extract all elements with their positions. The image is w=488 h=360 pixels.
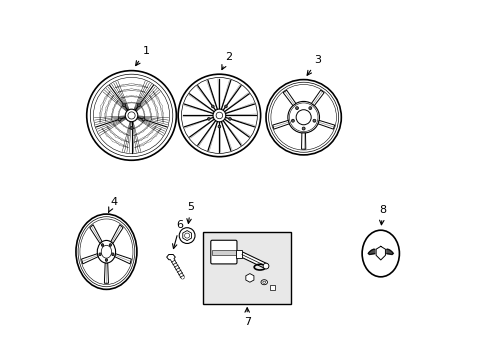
Circle shape	[178, 74, 260, 157]
Polygon shape	[166, 255, 175, 260]
Circle shape	[142, 118, 144, 121]
Circle shape	[128, 112, 135, 119]
Ellipse shape	[101, 245, 111, 258]
Polygon shape	[272, 120, 289, 129]
Ellipse shape	[109, 244, 111, 246]
Circle shape	[211, 105, 214, 108]
Polygon shape	[317, 120, 334, 129]
Text: 1: 1	[135, 46, 149, 66]
Polygon shape	[245, 274, 253, 282]
Circle shape	[137, 104, 140, 107]
Ellipse shape	[105, 258, 107, 261]
Circle shape	[125, 109, 138, 122]
Polygon shape	[375, 246, 385, 260]
Text: 8: 8	[378, 205, 386, 225]
Circle shape	[216, 112, 222, 119]
Ellipse shape	[99, 253, 101, 256]
Circle shape	[291, 119, 294, 122]
FancyBboxPatch shape	[210, 240, 237, 264]
Ellipse shape	[111, 253, 114, 256]
Ellipse shape	[261, 280, 267, 285]
Polygon shape	[81, 254, 98, 264]
Ellipse shape	[362, 230, 399, 277]
Polygon shape	[367, 249, 380, 255]
Circle shape	[287, 102, 319, 133]
Bar	[212, 250, 235, 255]
Circle shape	[312, 119, 315, 122]
Bar	[235, 250, 242, 258]
Polygon shape	[110, 225, 123, 244]
Circle shape	[218, 125, 220, 128]
Circle shape	[224, 105, 227, 108]
Polygon shape	[114, 254, 131, 264]
Bar	[269, 285, 275, 290]
Polygon shape	[301, 133, 305, 149]
Polygon shape	[380, 249, 392, 255]
Polygon shape	[104, 263, 108, 283]
Circle shape	[118, 118, 121, 121]
Text: 2: 2	[222, 51, 231, 69]
Text: 3: 3	[306, 55, 321, 75]
Circle shape	[295, 107, 298, 109]
Circle shape	[179, 228, 195, 243]
Polygon shape	[311, 90, 324, 105]
Circle shape	[296, 110, 310, 125]
Circle shape	[130, 127, 133, 130]
Circle shape	[228, 118, 231, 120]
Circle shape	[122, 104, 125, 107]
Text: 6: 6	[172, 220, 183, 248]
Ellipse shape	[101, 244, 103, 246]
Circle shape	[263, 263, 268, 269]
Text: 7: 7	[243, 308, 250, 327]
Text: 4: 4	[108, 197, 117, 212]
Circle shape	[265, 80, 341, 155]
Text: 5: 5	[186, 202, 194, 223]
Circle shape	[302, 127, 305, 130]
Ellipse shape	[76, 214, 137, 289]
Circle shape	[86, 71, 176, 160]
Polygon shape	[90, 225, 102, 244]
Circle shape	[213, 109, 225, 122]
Circle shape	[308, 107, 311, 109]
Bar	[203, 232, 290, 304]
Circle shape	[207, 118, 210, 120]
Polygon shape	[283, 90, 295, 105]
Ellipse shape	[97, 240, 115, 263]
